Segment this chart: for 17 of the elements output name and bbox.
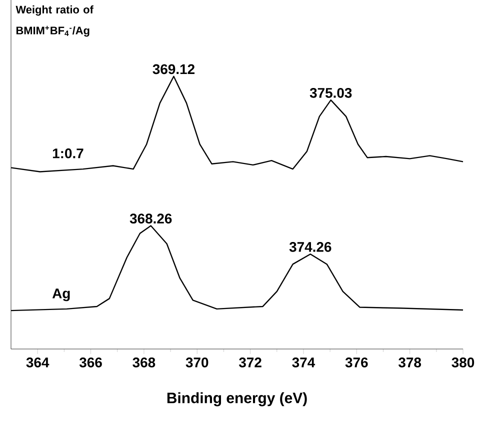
x-tick-label: 370 bbox=[186, 358, 208, 368]
x-tick-label: 374 bbox=[292, 358, 316, 368]
text: Weight ratio of BMIM$^{+}$BF$_{4}$$^{-}$/Ag bbox=[16, 5, 94, 37]
series-label: Ag bbox=[52, 288, 70, 302]
x-axis-title: Binding energy (eV) bbox=[167, 392, 307, 406]
x-tick-label: 366 bbox=[79, 358, 102, 368]
annotation: 374.26 bbox=[289, 242, 332, 252]
annotation: 375.03 bbox=[310, 88, 352, 98]
x-tick-label: 378 bbox=[398, 358, 422, 368]
x-tick-label: 380 bbox=[452, 358, 474, 368]
x-tick-label: 368 bbox=[132, 358, 156, 368]
series-label: 1:0.7 bbox=[52, 148, 84, 158]
x-tick-label: 364 bbox=[26, 358, 50, 368]
annotation: 368.26 bbox=[130, 214, 172, 224]
x-tick-label: 372 bbox=[238, 358, 262, 368]
annotation: 369.12 bbox=[152, 64, 194, 74]
x-tick-label: 376 bbox=[345, 358, 368, 368]
